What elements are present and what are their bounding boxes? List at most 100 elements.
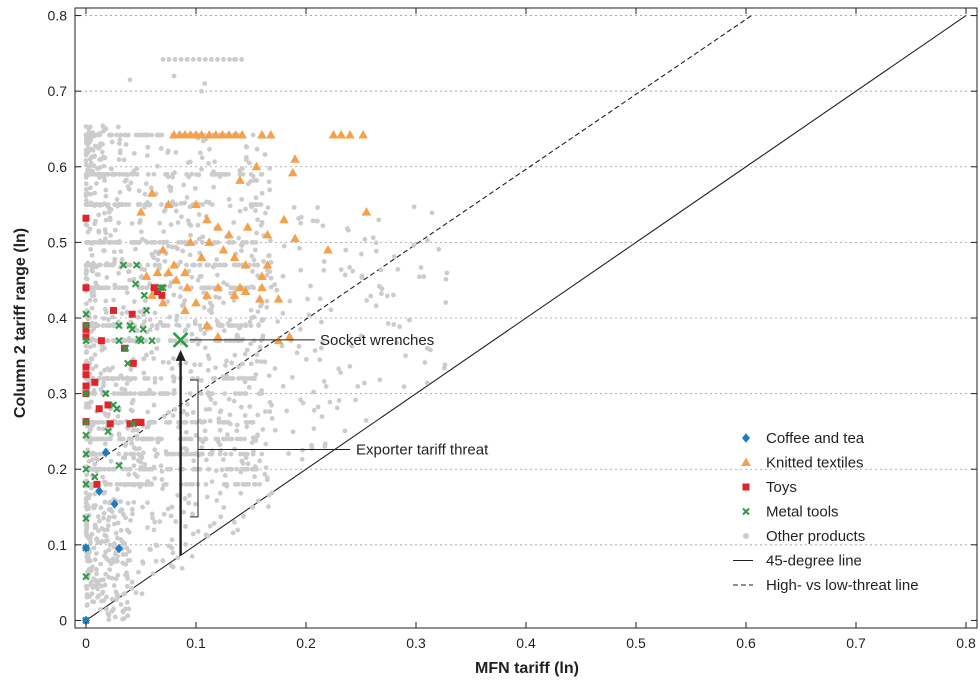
other-product-point (217, 490, 223, 496)
other-product-point (257, 458, 263, 464)
other-product-point (86, 404, 92, 410)
y-tick-label: 0.8 (48, 8, 68, 24)
other-product-point (385, 293, 390, 299)
knitted-textiles-point (345, 130, 355, 139)
other-product-point (96, 175, 102, 180)
other-product-point (266, 253, 272, 259)
other-product-point (102, 239, 107, 245)
other-product-point (343, 247, 349, 253)
other-product-point (106, 617, 112, 622)
other-product-point (103, 412, 109, 418)
other-product-point (255, 262, 261, 268)
other-product-point (171, 378, 177, 384)
other-product-point (250, 239, 256, 245)
other-product-point (113, 589, 119, 595)
other-product-point (83, 271, 89, 277)
other-product-point (242, 436, 247, 442)
other-product-point (140, 560, 146, 566)
other-product-point (143, 481, 149, 487)
other-product-point (106, 239, 112, 245)
knitted-textiles-point (235, 175, 245, 184)
other-product-point (252, 247, 258, 253)
other-product-point (111, 541, 117, 547)
other-product-point (118, 132, 124, 138)
other-product-point (243, 391, 249, 397)
other-product-point (227, 421, 233, 427)
other-product-point (106, 612, 112, 618)
metal-tools-point (128, 325, 136, 334)
other-product-point (147, 317, 153, 323)
other-product-point (87, 440, 93, 445)
other-product-point (116, 270, 122, 276)
legend-metal-tools-swatch (742, 507, 750, 516)
other-product-point (394, 340, 400, 346)
other-product-point (158, 376, 164, 381)
other-product-point (187, 252, 193, 258)
other-product-point (222, 391, 228, 397)
other-product-point (87, 156, 93, 162)
metal-tools-point (137, 336, 145, 345)
other-product-point (128, 451, 133, 457)
other-product-point (391, 254, 397, 259)
other-product-point (248, 341, 254, 347)
other-product-point (91, 545, 97, 551)
other-product-point (391, 321, 397, 327)
metal-tools-point (115, 321, 123, 330)
other-product-point (107, 542, 113, 548)
other-product-point (216, 295, 222, 301)
other-product-point (108, 481, 113, 487)
other-product-point (126, 338, 132, 344)
other-product-point (157, 262, 162, 268)
other-product-point (104, 594, 109, 600)
other-product-point (192, 362, 197, 368)
other-product-point (83, 198, 89, 204)
other-product-point (173, 208, 179, 214)
other-product-point (166, 543, 172, 549)
other-product-point (171, 73, 177, 79)
other-product-point (131, 276, 137, 282)
other-product-point (109, 575, 115, 581)
other-product-point (227, 317, 233, 323)
other-product-point (170, 413, 176, 418)
other-product-point (179, 565, 185, 571)
other-product-point (151, 464, 157, 470)
other-product-point (190, 409, 196, 415)
other-product-point (441, 365, 447, 371)
other-product-point (141, 370, 147, 376)
knitted-textiles-point (251, 161, 262, 171)
other-product-point (98, 285, 104, 291)
other-product-point (243, 455, 249, 461)
other-product-point (170, 171, 176, 177)
other-product-point (218, 323, 224, 328)
other-product-point (110, 323, 116, 328)
other-product-point (189, 553, 195, 559)
other-product-point (119, 311, 125, 316)
other-product-point (92, 352, 98, 358)
other-product-point (126, 269, 132, 274)
other-product-point (311, 426, 317, 432)
other-product-point (137, 309, 143, 315)
legend-coffee-and-tea-label: Coffee and tea (766, 430, 865, 447)
other-product-point (217, 174, 223, 179)
other-product-point (145, 262, 151, 268)
metal-tools-point (82, 431, 90, 439)
other-product-point (149, 323, 155, 328)
other-product-point (319, 340, 325, 345)
other-product-point (291, 205, 297, 210)
other-product-point (135, 314, 141, 320)
other-product-point (255, 309, 261, 314)
other-product-point (136, 569, 141, 575)
other-product-point (153, 558, 159, 564)
other-product-point (110, 262, 116, 268)
other-product-point (118, 527, 124, 533)
knitted-textiles-point (240, 286, 251, 296)
other-product-point (267, 409, 273, 414)
knitted-textiles-point (273, 294, 284, 303)
other-product-point (174, 313, 180, 319)
other-product-point (187, 481, 193, 487)
knitted-textiles-point (204, 237, 214, 246)
other-product-point (411, 204, 417, 210)
other-product-point (181, 451, 186, 457)
other-product-point (142, 298, 148, 304)
